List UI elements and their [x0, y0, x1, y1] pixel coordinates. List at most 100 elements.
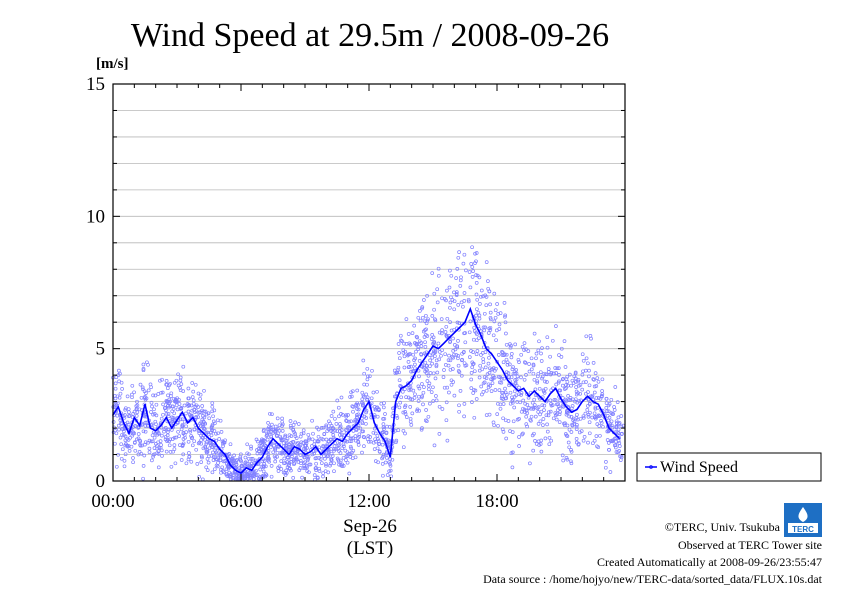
- data-point: [312, 439, 317, 444]
- data-point: [269, 430, 273, 434]
- data-point: [444, 324, 449, 329]
- data-point: [408, 416, 413, 421]
- data-point: [462, 331, 466, 336]
- data-point: [574, 385, 578, 389]
- data-point: [210, 445, 215, 450]
- data-point: [172, 435, 177, 440]
- data-point: [281, 441, 286, 445]
- data-point: [462, 291, 467, 295]
- data-point: [469, 349, 473, 353]
- data-point: [423, 328, 427, 332]
- footer-created: Created Automatically at 2008-09-26/23:5…: [597, 555, 822, 569]
- data-point: [564, 433, 569, 438]
- data-point: [165, 386, 170, 391]
- data-point: [232, 453, 236, 458]
- data-point: [123, 443, 128, 448]
- data-point: [475, 273, 480, 278]
- data-point: [418, 318, 423, 323]
- data-point: [283, 445, 288, 450]
- data-point: [364, 408, 369, 413]
- data-point: [131, 456, 135, 460]
- data-point: [615, 421, 619, 425]
- data-point: [285, 436, 290, 441]
- data-point: [473, 261, 477, 265]
- data-point: [365, 395, 370, 400]
- data-point: [335, 456, 340, 461]
- data-point: [122, 464, 127, 469]
- data-point: [504, 331, 508, 336]
- data-point: [580, 387, 585, 392]
- data-point: [434, 398, 439, 403]
- data-point: [534, 356, 538, 361]
- data-point: [396, 428, 401, 433]
- data-point: [557, 373, 561, 377]
- data-point: [538, 419, 543, 424]
- data-point: [522, 377, 527, 382]
- data-point: [369, 396, 374, 401]
- data-point: [525, 403, 530, 407]
- data-point: [297, 468, 302, 472]
- data-point: [394, 440, 398, 445]
- data-point: [578, 391, 583, 396]
- data-point: [255, 473, 260, 477]
- data-point: [435, 370, 440, 375]
- data-point: [523, 361, 528, 365]
- data-point: [495, 302, 499, 306]
- data-point: [163, 435, 168, 439]
- data-point: [507, 362, 512, 367]
- data-point: [186, 409, 191, 414]
- data-point: [349, 436, 354, 441]
- data-point: [429, 337, 434, 341]
- data-point: [367, 374, 372, 379]
- data-point: [377, 449, 382, 454]
- data-point: [336, 405, 341, 410]
- data-point: [114, 431, 119, 436]
- data-point: [423, 340, 427, 345]
- data-point: [573, 376, 578, 381]
- data-point: [260, 437, 264, 442]
- data-point: [457, 321, 462, 325]
- data-point: [478, 363, 483, 368]
- data-point: [203, 421, 207, 426]
- data-point: [197, 431, 202, 436]
- data-point: [400, 389, 405, 394]
- data-point: [248, 464, 253, 469]
- data-point: [403, 431, 407, 436]
- data-point: [401, 410, 406, 415]
- data-point: [524, 408, 529, 413]
- data-point: [592, 377, 596, 382]
- data-point: [122, 433, 126, 438]
- grid-lines: [113, 110, 625, 455]
- data-point: [503, 352, 507, 357]
- data-point: [141, 368, 146, 373]
- data-point: [496, 312, 501, 316]
- data-point: [494, 338, 498, 343]
- data-point: [546, 370, 551, 374]
- data-point: [288, 419, 293, 423]
- data-point: [213, 448, 217, 453]
- data-point: [151, 454, 155, 459]
- data-point: [329, 424, 334, 428]
- data-point: [118, 435, 123, 440]
- data-point: [152, 435, 157, 440]
- data-point: [350, 404, 355, 409]
- data-point: [214, 450, 218, 455]
- data-point: [620, 431, 624, 436]
- data-point: [530, 433, 535, 438]
- data-point: [328, 461, 333, 466]
- data-point: [307, 436, 312, 441]
- data-point: [547, 442, 552, 447]
- data-point: [136, 426, 141, 430]
- data-point: [341, 442, 346, 447]
- data-point: [500, 390, 504, 395]
- data-point: [176, 383, 181, 388]
- data-point: [560, 383, 565, 388]
- x-tick-label: 12:00: [347, 491, 390, 512]
- data-point: [361, 429, 366, 434]
- data-point: [567, 427, 572, 432]
- data-point: [147, 446, 152, 451]
- data-point: [477, 316, 482, 321]
- data-point: [514, 393, 519, 398]
- data-point: [344, 413, 349, 417]
- data-point: [515, 400, 520, 404]
